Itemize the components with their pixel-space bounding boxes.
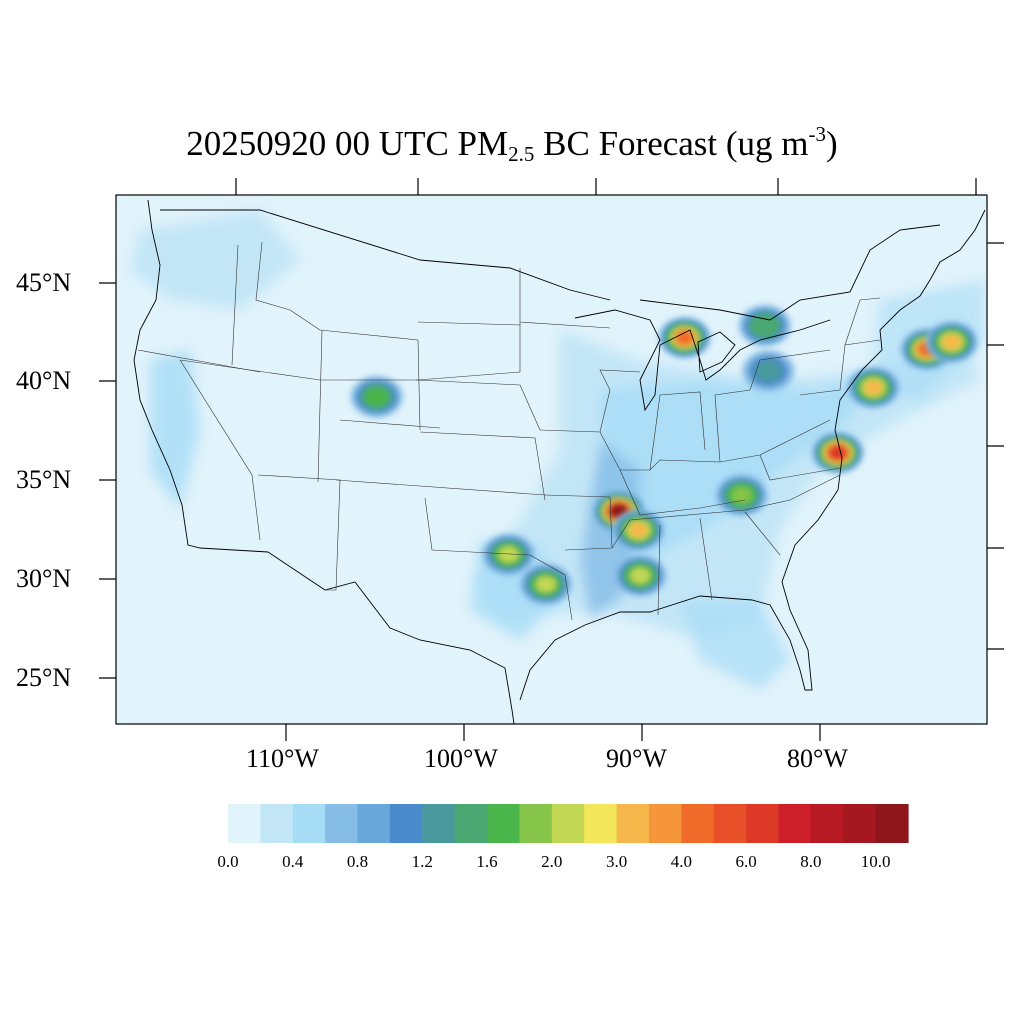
hotspot-contour	[754, 360, 782, 382]
colorbar-swatch	[713, 804, 747, 843]
lon-label-100w: 100°W	[424, 744, 498, 773]
colorbar-swatch	[260, 804, 294, 843]
colorbar-swatch	[454, 804, 488, 843]
colorbar-swatch	[228, 804, 261, 843]
colorbar-tick-label: 1.2	[411, 852, 433, 871]
hotspot-contour	[731, 487, 752, 504]
colorbar-swatch	[389, 804, 423, 843]
state-lines	[137, 241, 881, 621]
colorbar-swatch	[875, 804, 909, 843]
hotspot	[847, 366, 900, 409]
great-lakes	[574, 309, 831, 412]
colorbar-swatch	[292, 804, 326, 843]
colorbar-tick-label: 0.8	[346, 852, 369, 871]
hotspot-layer	[67, 289, 978, 606]
colorbar-swatch	[422, 804, 456, 843]
hotspot	[612, 509, 665, 551]
concentration-field	[67, 210, 985, 690]
colorbar-tick-label: 3.0	[605, 852, 628, 871]
hotspot	[592, 490, 645, 533]
hotspot-contour	[74, 295, 89, 307]
colorbar-swatch	[746, 804, 780, 843]
hotspot	[715, 474, 768, 517]
hotspot-contour	[753, 316, 777, 335]
hotspot-contour	[365, 387, 389, 406]
colorbar-swatch	[584, 804, 618, 843]
colorbar-swatch	[487, 804, 521, 843]
colorbar-swatch	[843, 804, 877, 843]
colorbar-swatch	[616, 804, 650, 843]
hotspot-contour	[498, 546, 519, 563]
boundary-lines	[133, 199, 986, 724]
hotspot	[482, 533, 535, 576]
hotspot-contour	[630, 567, 651, 584]
hotspot	[519, 563, 572, 606]
hotspot-contour	[829, 446, 846, 460]
lon-label-90w: 90°W	[606, 744, 667, 773]
lon-label-110w: 110°W	[246, 744, 319, 773]
hotspot-contour	[535, 576, 556, 593]
colorbar-tick-label: 2.0	[541, 852, 563, 871]
hotspot-contour	[942, 334, 961, 350]
colorbar-swatch	[357, 804, 391, 843]
lat-label-25n: 25°N	[16, 663, 72, 692]
hotspot-contour	[864, 380, 883, 395]
lat-label-40n: 40°N	[16, 366, 72, 395]
colorbar-swatch	[648, 804, 682, 843]
colorbar-swatch	[325, 804, 359, 843]
colorbar-tick-label: 6.0	[735, 852, 757, 871]
hotspot	[811, 431, 864, 474]
map-title: 20250920 00 UTC PM2.5 BC Forecast (ug m-…	[186, 122, 838, 166]
map-frame	[115, 194, 988, 725]
lat-label-35n: 35°N	[16, 465, 72, 494]
colorbar-tick-label: 1.6	[476, 852, 498, 871]
lon-label-80w: 80°W	[787, 744, 848, 773]
hotspot-contour	[67, 289, 96, 312]
colorbar-tick-label: 4.0	[670, 852, 692, 871]
lat-label-30n: 30°N	[16, 564, 72, 593]
colorbar-swatch	[810, 804, 844, 843]
colorbar	[228, 804, 909, 843]
colorbar-tick-label: 0.0	[217, 852, 239, 871]
hotspot	[925, 321, 978, 363]
colorbar-tick-label: 0.4	[282, 852, 304, 871]
colorbar-swatch	[551, 804, 585, 843]
hotspot	[658, 316, 711, 359]
hotspot	[614, 554, 667, 597]
hotspot	[742, 350, 795, 392]
hotspot-contour	[72, 293, 92, 309]
hotspot-contour	[69, 291, 93, 310]
colorbar-swatch	[778, 804, 812, 843]
hotspot-contour	[629, 522, 648, 538]
colorbar-swatch	[681, 804, 715, 843]
canada-border	[160, 209, 941, 321]
colorbar-swatch	[519, 804, 553, 843]
background-haze	[130, 210, 985, 690]
hotspot	[350, 376, 403, 418]
colorbar-tick-label: 10.0	[860, 852, 891, 871]
colorbar-tick-label: 8.0	[800, 852, 822, 871]
axis-ticks	[99, 178, 1004, 741]
lat-label-45n: 45°N	[16, 268, 72, 297]
hotspot	[738, 304, 791, 347]
